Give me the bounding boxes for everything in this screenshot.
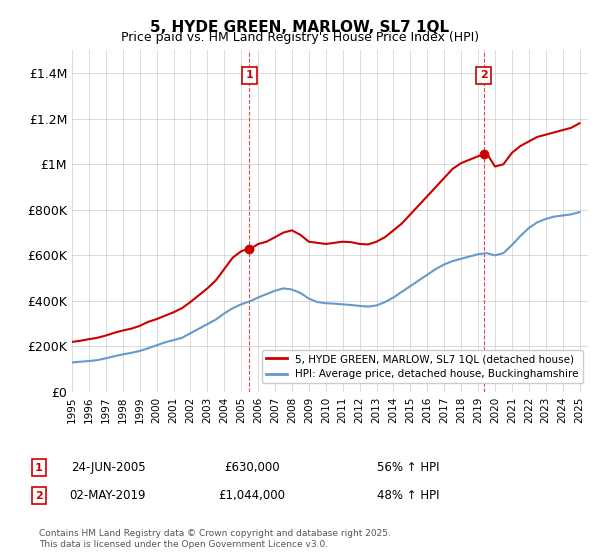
Text: This data is licensed under the Open Government Licence v3.0.: This data is licensed under the Open Gov…: [39, 540, 328, 549]
Text: £1,044,000: £1,044,000: [218, 489, 286, 502]
Text: 02-MAY-2019: 02-MAY-2019: [70, 489, 146, 502]
Text: Price paid vs. HM Land Registry's House Price Index (HPI): Price paid vs. HM Land Registry's House …: [121, 31, 479, 44]
Text: 48% ↑ HPI: 48% ↑ HPI: [377, 489, 439, 502]
Text: £630,000: £630,000: [224, 461, 280, 474]
Text: 5, HYDE GREEN, MARLOW, SL7 1QL: 5, HYDE GREEN, MARLOW, SL7 1QL: [151, 20, 449, 35]
Text: 1: 1: [35, 463, 43, 473]
Text: 1: 1: [245, 71, 253, 81]
Text: 2: 2: [35, 491, 43, 501]
Text: Contains HM Land Registry data © Crown copyright and database right 2025.: Contains HM Land Registry data © Crown c…: [39, 529, 391, 538]
Text: 2: 2: [480, 71, 487, 81]
Text: 24-JUN-2005: 24-JUN-2005: [71, 461, 145, 474]
Legend: 5, HYDE GREEN, MARLOW, SL7 1QL (detached house), HPI: Average price, detached ho: 5, HYDE GREEN, MARLOW, SL7 1QL (detached…: [262, 350, 583, 384]
Text: 56% ↑ HPI: 56% ↑ HPI: [377, 461, 439, 474]
